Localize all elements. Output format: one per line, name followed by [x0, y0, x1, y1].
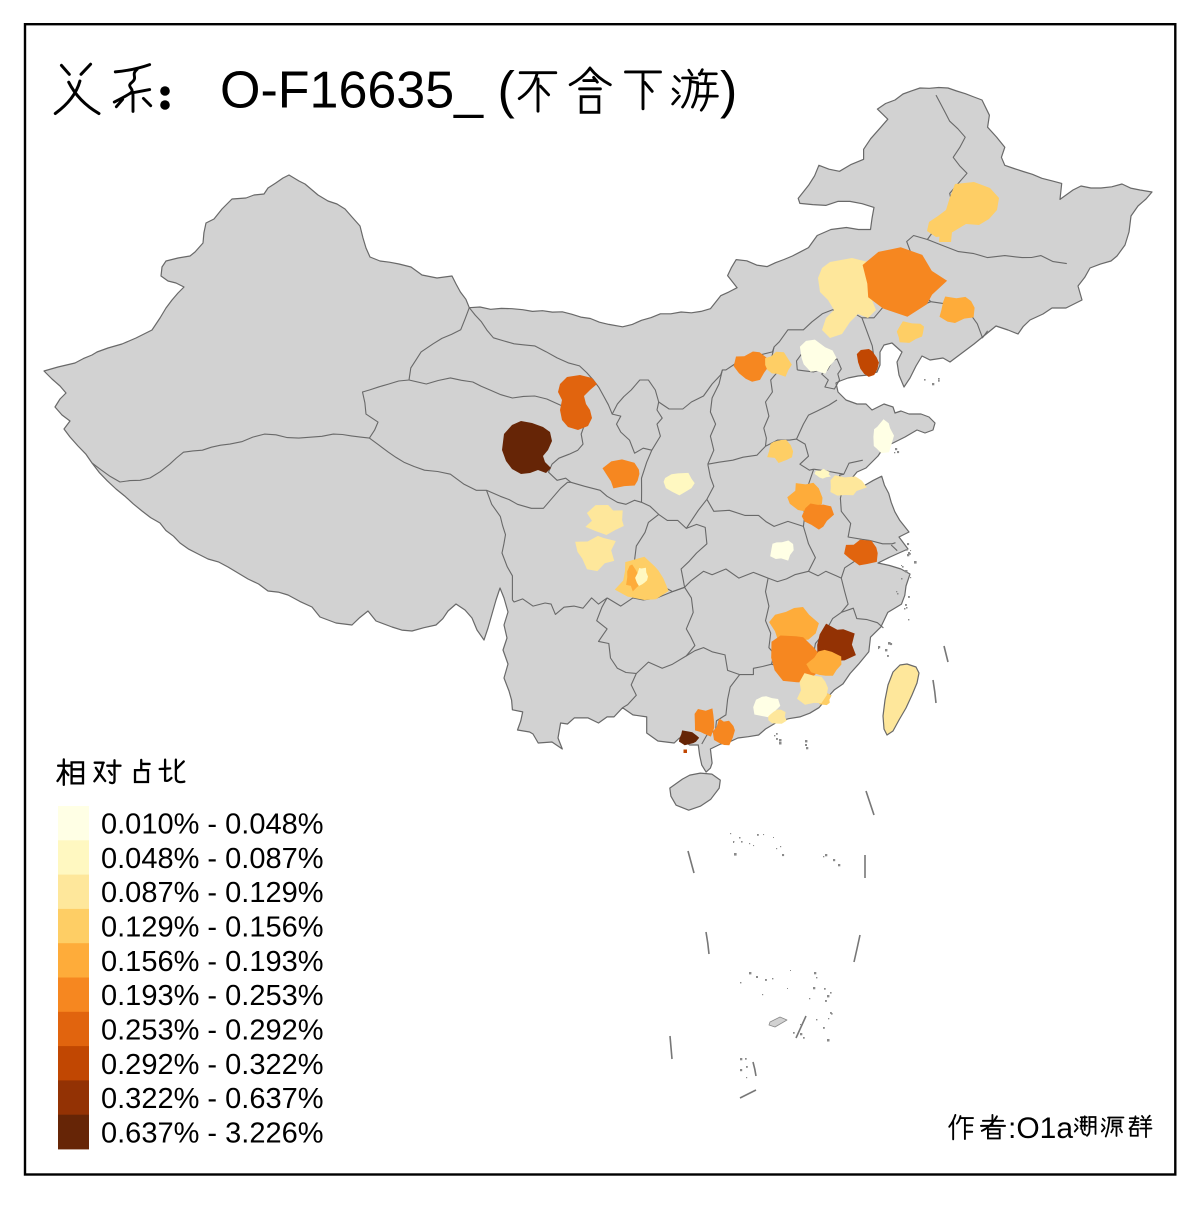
- svg-text:0.129% - 0.156%: 0.129% - 0.156%: [101, 912, 323, 944]
- svg-text:0.637% - 3.226%: 0.637% - 3.226%: [101, 1117, 323, 1149]
- svg-text:0.322% - 0.637%: 0.322% - 0.637%: [101, 1083, 323, 1115]
- svg-text:0.048% - 0.087%: 0.048% - 0.087%: [101, 843, 323, 875]
- svg-text:0.156% - 0.193%: 0.156% - 0.193%: [101, 946, 323, 978]
- svg-text:0.087% - 0.129%: 0.087% - 0.129%: [101, 877, 323, 909]
- svg-text:O-F16635_ (: O-F16635_ (: [220, 62, 515, 120]
- svg-text:): ): [720, 62, 737, 120]
- svg-text:0.292% - 0.322%: 0.292% - 0.322%: [101, 1049, 323, 1081]
- svg-text:0.253% - 0.292%: 0.253% - 0.292%: [101, 1015, 323, 1047]
- svg-text::O1a: :O1a: [1008, 1112, 1073, 1145]
- svg-text:0.193% - 0.253%: 0.193% - 0.253%: [101, 980, 323, 1012]
- svg-text:0.010% - 0.048%: 0.010% - 0.048%: [101, 809, 323, 841]
